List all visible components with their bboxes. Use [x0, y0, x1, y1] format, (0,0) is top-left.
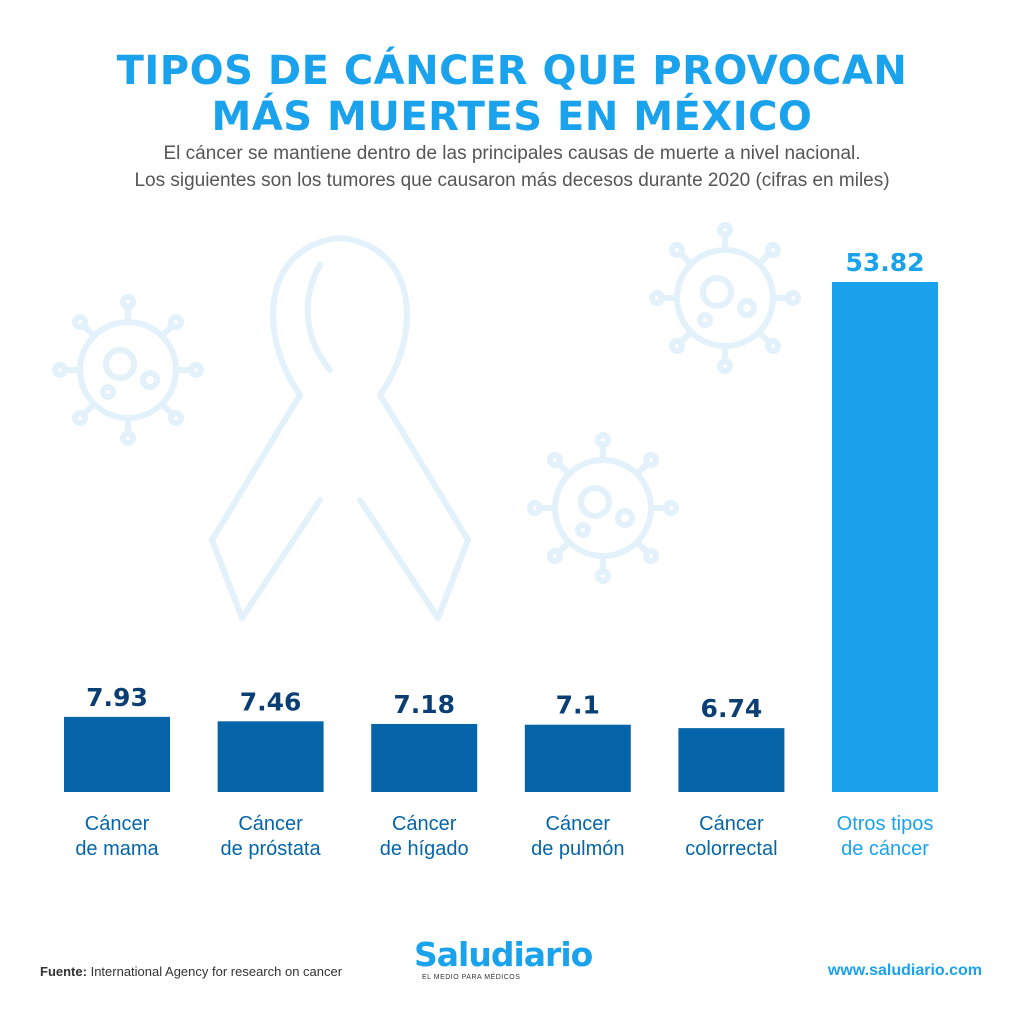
value-label-4: 6.74 — [701, 694, 763, 723]
value-label-0: 7.93 — [86, 683, 148, 712]
category-label-line: de mama — [75, 838, 159, 860]
logo-tagline: EL MEDIO PARA MÉDICOS — [422, 974, 521, 981]
source-text: International Agency for research on can… — [90, 964, 343, 979]
awareness-ribbon-icon — [209, 235, 471, 621]
bar-0 — [64, 716, 170, 792]
virus-icon — [527, 432, 679, 584]
category-label-1: Cáncer de próstata — [221, 813, 322, 860]
category-label-line: Cáncer — [238, 813, 303, 835]
category-label-line: Cáncer — [546, 813, 611, 835]
value-label-5: 53.82 — [845, 248, 924, 277]
title-line-1: TIPOS DE CÁNCER QUE PROVOCAN — [116, 48, 908, 94]
source-note: Fuente: International Agency for researc… — [40, 964, 342, 979]
title-line-2: MÁS MUERTES EN MÉXICO — [211, 94, 813, 140]
website-link[interactable]: www.saludiario.com — [827, 962, 982, 979]
category-label-3: Cáncer de pulmón — [531, 813, 624, 860]
category-label-4: Cáncer colorrectal — [685, 813, 777, 860]
value-label-1: 7.46 — [240, 687, 302, 716]
category-label-5: Otros tipos de cáncer — [837, 813, 934, 860]
category-label-2: Cáncer de hígado — [380, 813, 469, 860]
category-label-line: de hígado — [380, 838, 469, 860]
saludiario-logo: Saludiario EL MEDIO PARA MÉDICOS — [414, 936, 614, 982]
category-label-line: de cáncer — [841, 838, 929, 860]
subtitle-line-2: Los siguientes son los tumores que causa… — [134, 170, 890, 191]
virus-icon — [649, 222, 801, 374]
logo-wordmark: Saludiario — [414, 935, 593, 974]
subtitle-line-1: El cáncer se mantiene dentro de las prin… — [163, 143, 861, 164]
category-label-line: Otros tipos — [837, 813, 934, 835]
source-label: Fuente: — [40, 964, 87, 979]
bar-4 — [678, 728, 785, 792]
value-label-2: 7.18 — [393, 690, 455, 719]
value-label-3: 7.1 — [556, 691, 600, 720]
bar-3 — [524, 724, 631, 792]
bar-5 — [832, 282, 938, 792]
page-subtitle: El cáncer se mantiene dentro de las prin… — [0, 140, 1024, 194]
category-label-line: Cáncer — [392, 813, 457, 835]
category-label-line: de próstata — [221, 838, 322, 860]
category-label-0: Cáncer de mama — [75, 813, 159, 860]
virus-icon — [52, 294, 204, 446]
category-label-line: de pulmón — [531, 838, 624, 860]
bar-1 — [217, 721, 324, 792]
category-label-line: Cáncer — [85, 813, 150, 835]
category-label-line: Cáncer — [699, 813, 764, 835]
page-title: TIPOS DE CÁNCER QUE PROVOCAN MÁS MUERTES… — [0, 48, 1024, 140]
bar-2 — [371, 723, 478, 792]
category-label-line: colorrectal — [685, 838, 777, 860]
